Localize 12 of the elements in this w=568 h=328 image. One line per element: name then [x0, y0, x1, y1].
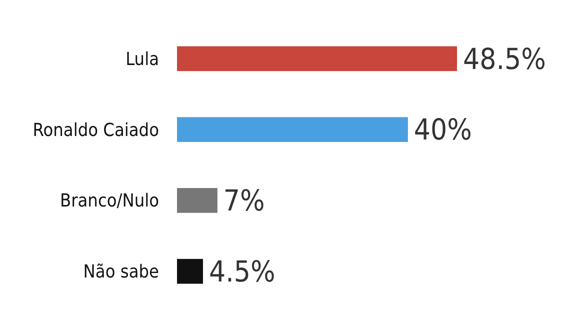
bar	[177, 258, 203, 284]
data-label: 40%	[414, 112, 472, 147]
bar	[177, 188, 218, 213]
y-tick-label: Lula	[126, 48, 159, 70]
bar	[177, 117, 408, 142]
data-label: 4.5%	[208, 254, 276, 288]
y-tick-label: Não sabe	[83, 262, 160, 283]
y-tick-label: Ronaldo Caiado	[32, 120, 160, 141]
bar	[177, 46, 457, 72]
data-label: 48.5%	[463, 42, 546, 76]
data-label: 7%	[223, 184, 265, 218]
y-tick-label: Branco/Nulo	[60, 190, 160, 212]
